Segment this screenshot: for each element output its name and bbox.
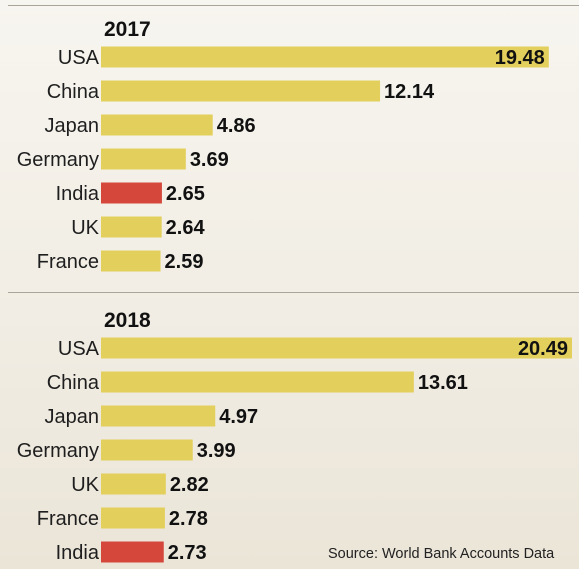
category-label-usa: USA (58, 338, 100, 360)
category-label-india: India (56, 542, 100, 564)
chart-title-2017: 2017 (104, 18, 151, 41)
bar-uk (101, 216, 162, 238)
category-label-japan: Japan (45, 406, 100, 428)
chart-title-2018: 2018 (104, 309, 151, 332)
category-label-uk: UK (71, 474, 99, 496)
bar-france (101, 250, 161, 272)
bar-germany (101, 148, 186, 170)
bar-china (101, 80, 381, 102)
bar-japan (101, 114, 213, 136)
category-label-japan: Japan (45, 115, 100, 137)
value-label-india: 2.73 (168, 542, 207, 564)
value-label-uk: 2.64 (166, 217, 206, 239)
category-label-france: France (37, 251, 99, 273)
category-label-germany: Germany (17, 440, 99, 462)
bar-india (101, 541, 164, 563)
value-label-usa: 20.49 (518, 338, 568, 360)
category-label-germany: Germany (17, 149, 99, 171)
category-label-france: France (37, 508, 99, 530)
value-label-usa: 19.48 (495, 47, 545, 69)
category-label-china: China (47, 81, 100, 103)
value-label-china: 12.14 (384, 81, 435, 103)
value-label-germany: 3.99 (197, 440, 236, 462)
value-label-japan: 4.86 (217, 115, 256, 137)
value-label-germany: 3.69 (190, 149, 229, 171)
category-label-china: China (47, 372, 100, 394)
bar-france (101, 507, 165, 529)
bar-india (101, 182, 162, 204)
value-label-france: 2.59 (165, 251, 204, 273)
bar-usa (101, 46, 549, 68)
value-label-japan: 4.97 (219, 406, 258, 428)
value-label-india: 2.65 (166, 183, 205, 205)
source-note: Source: World Bank Accounts Data (328, 546, 555, 562)
bar-china (101, 371, 414, 393)
category-label-uk: UK (71, 217, 99, 239)
bar-uk (101, 473, 166, 495)
category-label-usa: USA (58, 47, 100, 69)
value-label-uk: 2.82 (170, 474, 209, 496)
value-label-china: 13.61 (418, 372, 468, 394)
bar-japan (101, 405, 216, 427)
top-divider (8, 5, 579, 6)
bar-germany (101, 439, 193, 461)
section-divider (8, 292, 579, 293)
bar-usa (101, 337, 572, 359)
category-label-india: India (56, 183, 100, 205)
value-label-france: 2.78 (169, 508, 208, 530)
